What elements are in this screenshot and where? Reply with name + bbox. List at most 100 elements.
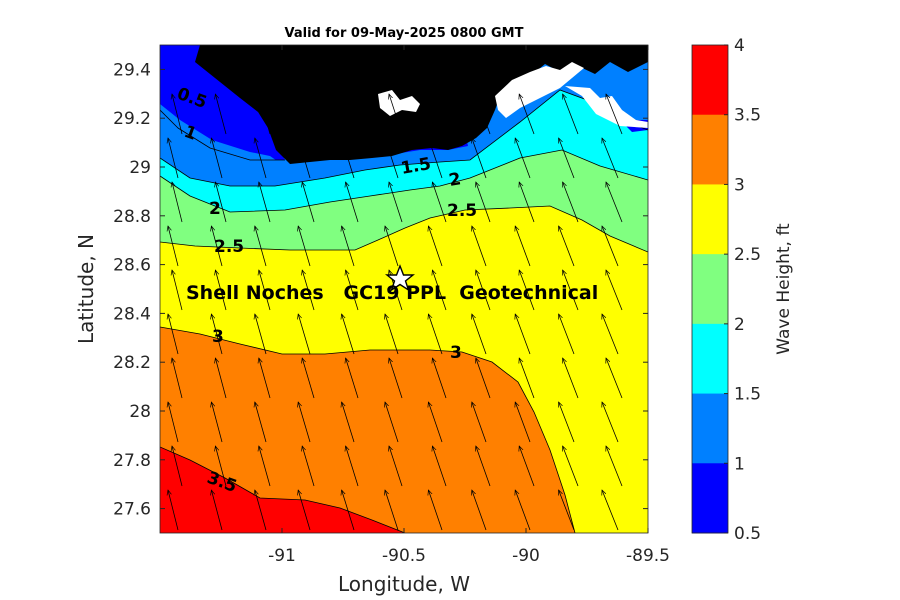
wave-direction-arrow — [602, 314, 619, 355]
wave-direction-arrow — [385, 402, 399, 443]
star-icon — [385, 264, 415, 292]
wave-direction-arrow — [602, 226, 619, 267]
band-3-3_5-band — [160, 327, 575, 533]
wave-direction-arrow — [476, 270, 491, 311]
colorbar-segment — [692, 184, 728, 255]
wave-direction-arrow — [519, 270, 535, 311]
wave-direction-arrow — [515, 490, 531, 531]
colorbar-tick-label: 4 — [734, 36, 745, 56]
y-tick-label: 29.2 — [113, 109, 151, 129]
wave-direction-arrow — [346, 358, 359, 399]
colorbar-tick-label: 1.5 — [734, 385, 761, 405]
wave-direction-arrow — [563, 358, 579, 399]
contour-label: 0.5 — [376, 123, 406, 143]
colorbar-segment — [692, 463, 728, 534]
wave-direction-arrow — [515, 402, 531, 443]
contour-line — [160, 149, 648, 213]
wave-direction-arrow — [432, 182, 447, 223]
band-3_5-4-band — [160, 447, 405, 533]
wave-direction-arrow — [606, 182, 623, 223]
wave-direction-arrow — [298, 138, 311, 179]
x-tick-label: -90.5 — [382, 546, 426, 566]
wave-direction-arrow — [432, 94, 447, 135]
wave-direction-arrow — [559, 490, 575, 531]
wave-direction-arrow — [298, 402, 311, 443]
wave-direction-arrow — [476, 358, 491, 399]
wave-direction-arrow — [559, 402, 575, 443]
wave-direction-arrow — [298, 490, 311, 531]
wave-direction-arrow — [172, 270, 183, 311]
wave-direction-arrow — [606, 358, 623, 399]
wave-direction-arrow — [259, 182, 271, 223]
y-tick-label: 28.8 — [113, 207, 151, 227]
wave-direction-arrow — [255, 490, 267, 531]
wave-direction-arrow — [342, 402, 355, 443]
y-tick-label: 27.6 — [113, 500, 151, 520]
wave-direction-arrow — [215, 358, 227, 399]
contour-label: 2 — [209, 199, 221, 219]
wave-direction-arrow — [255, 402, 267, 443]
wave-direction-arrow — [302, 182, 315, 223]
contour-line — [160, 326, 576, 533]
contour-line — [160, 446, 406, 533]
wave-direction-arrow — [385, 314, 399, 355]
wave-direction-arrow — [476, 182, 491, 223]
wave-direction-arrow — [519, 94, 535, 135]
wave-direction-arrow — [472, 402, 487, 443]
wave-direction-arrow — [472, 490, 487, 531]
colorbar-segment — [692, 45, 728, 116]
wave-direction-arrow — [559, 314, 575, 355]
contour-label: 3 — [212, 327, 224, 347]
wave-direction-arrow — [346, 446, 359, 487]
wave-direction-arrow — [519, 182, 535, 223]
colorbar-label: Wave Height, ft — [774, 223, 794, 355]
colorbar-tick-label: 2 — [734, 315, 745, 335]
wave-direction-arrow — [172, 94, 183, 135]
x-tick-label: -89.5 — [626, 546, 670, 566]
wave-direction-arrow — [211, 490, 223, 531]
colorbar-tick-label: 2.5 — [734, 245, 761, 265]
y-tick-label: 29 — [129, 158, 151, 178]
wave-direction-arrow — [298, 226, 311, 267]
wave-direction-arrows — [168, 94, 623, 531]
contour-label: 2.5 — [447, 201, 477, 221]
wave-direction-arrow — [602, 138, 619, 179]
wave-direction-arrow — [563, 446, 579, 487]
wave-direction-arrow — [472, 314, 487, 355]
y-tick-label: 28.4 — [113, 304, 151, 324]
wave-direction-arrow — [602, 490, 619, 531]
wave-direction-arrow — [168, 226, 179, 267]
coastline-land — [195, 45, 648, 164]
wave-direction-arrow — [211, 402, 223, 443]
wave-direction-arrow — [168, 490, 179, 531]
wave-direction-arrow — [476, 94, 491, 135]
y-axis-ticks: 29.4 29.2 29 28.8 28.6 28.4 28.2 28 27.8 27.6 — [113, 60, 648, 520]
wave-direction-arrow — [346, 182, 359, 223]
wave-direction-arrow — [259, 270, 271, 311]
wave-direction-arrow — [172, 358, 183, 399]
y-tick-label: 27.8 — [113, 451, 151, 471]
wave-direction-arrow — [515, 138, 531, 179]
colorbar-tick-label: 1 — [734, 454, 745, 474]
colorbar-tick-label: 3 — [734, 175, 745, 195]
wave-direction-arrow — [342, 226, 355, 267]
x-tick-label: -91 — [268, 546, 296, 566]
colorbar-frame — [691, 44, 729, 534]
wave-direction-arrow — [389, 446, 403, 487]
wave-direction-arrow — [428, 226, 443, 267]
wave-direction-arrow — [211, 226, 223, 267]
wave-direction-arrow — [259, 358, 271, 399]
y-tick-label: 28.2 — [113, 353, 151, 373]
wave-direction-arrow — [211, 314, 223, 355]
y-tick-label: 28.6 — [113, 256, 151, 276]
wave-direction-arrow — [255, 314, 267, 355]
wave-direction-arrow — [428, 138, 443, 179]
wave-direction-arrow — [515, 314, 531, 355]
map-title: Valid for 09-May-2025 0800 GMT — [285, 26, 524, 41]
wave-direction-arrow — [302, 358, 315, 399]
wave-direction-arrow — [559, 226, 575, 267]
wave-direction-arrow — [259, 94, 271, 135]
colorbar-segment — [692, 254, 728, 325]
wave-direction-arrow — [211, 138, 223, 179]
colorbar-segment — [692, 323, 728, 395]
